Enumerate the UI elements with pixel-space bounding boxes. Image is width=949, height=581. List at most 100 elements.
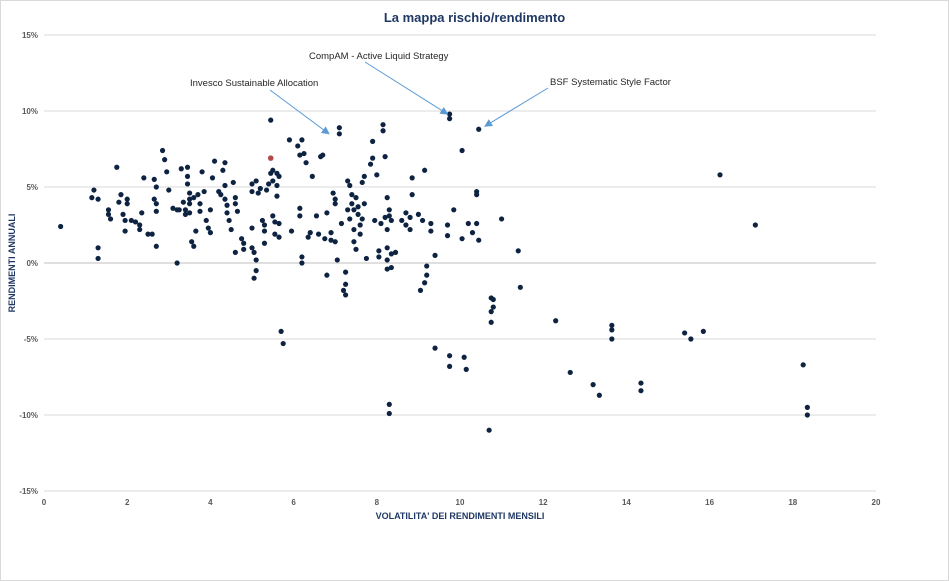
data-point	[187, 201, 193, 207]
data-point	[465, 220, 471, 227]
x-tick-label: 20	[872, 498, 881, 507]
data-point	[351, 207, 357, 213]
data-point	[638, 380, 644, 386]
data-point	[361, 173, 367, 179]
data-point	[297, 152, 303, 158]
data-point	[407, 226, 413, 233]
data-point	[361, 201, 367, 207]
data-point	[382, 214, 388, 220]
data-point	[187, 210, 193, 216]
y-tick-label: 10%	[22, 107, 38, 116]
data-point	[517, 284, 523, 290]
data-point	[189, 239, 195, 245]
data-point	[232, 195, 238, 201]
data-point	[432, 345, 438, 351]
data-point	[193, 228, 199, 234]
x-tick-labels: 0 2 4 6 8 10 12 14 16 18 20	[42, 498, 881, 507]
data-point	[384, 266, 390, 272]
data-point	[386, 207, 392, 213]
data-point	[261, 228, 268, 234]
data-point	[184, 181, 191, 187]
data-point	[176, 207, 182, 213]
data-point	[159, 147, 166, 154]
data-point	[351, 239, 357, 245]
data-point	[609, 322, 615, 328]
y-axis-label: RENDIMENTI ANNUALI	[7, 214, 17, 313]
data-point	[409, 192, 415, 198]
data-point	[272, 219, 278, 225]
data-point	[89, 195, 95, 201]
data-point	[301, 150, 307, 157]
data-point	[141, 175, 147, 181]
data-point	[415, 211, 421, 217]
data-point	[451, 207, 457, 213]
data-point	[386, 213, 392, 219]
data-point	[276, 173, 282, 179]
data-point	[272, 231, 278, 237]
x-tick-label: 0	[42, 498, 47, 507]
data-point	[218, 192, 224, 198]
data-point	[105, 207, 112, 213]
data-point	[567, 369, 573, 376]
y-tick-label: 5%	[26, 183, 38, 192]
data-point	[249, 245, 255, 251]
data-point	[224, 210, 230, 216]
data-point	[343, 292, 349, 298]
data-point	[353, 246, 359, 252]
data-point	[153, 201, 159, 207]
data-point	[474, 220, 480, 227]
data-point	[132, 219, 139, 225]
data-point	[428, 228, 434, 234]
data-point	[162, 157, 168, 163]
data-point	[124, 201, 130, 207]
data-point	[332, 201, 338, 207]
data-point	[280, 340, 286, 347]
data-point	[118, 192, 124, 198]
data-point	[322, 236, 328, 242]
data-point	[251, 249, 257, 255]
y-tick-label: 0%	[26, 259, 38, 268]
data-point	[207, 230, 213, 236]
data-point	[145, 231, 151, 237]
data-point	[259, 217, 265, 224]
data-point	[388, 264, 394, 271]
data-point	[609, 336, 615, 342]
x-tick-label: 2	[125, 498, 130, 507]
data-point	[363, 255, 369, 262]
data-point	[184, 173, 191, 179]
data-point	[207, 207, 213, 213]
data-point	[338, 220, 345, 227]
data-point	[122, 217, 128, 224]
data-point	[488, 319, 494, 325]
data-point	[463, 366, 469, 372]
data-point	[164, 169, 170, 175]
annotations: Invesco Sustainable Allocation CompAM - A…	[190, 51, 671, 135]
x-tick-label: 18	[788, 498, 797, 507]
data-point	[107, 216, 114, 222]
data-point	[343, 281, 349, 287]
data-point	[232, 201, 238, 207]
data-point	[270, 167, 276, 173]
data-point	[486, 427, 492, 433]
data-point	[800, 362, 806, 368]
data-point	[609, 327, 615, 333]
data-point	[261, 240, 268, 246]
x-tick-label: 6	[291, 498, 296, 507]
x-tick-label: 8	[375, 498, 380, 507]
data-point	[224, 202, 230, 208]
data-point	[384, 195, 390, 201]
data-point	[197, 201, 203, 207]
data-point	[151, 196, 157, 202]
data-point	[380, 128, 386, 134]
data-point	[417, 287, 424, 293]
data-point	[309, 173, 315, 179]
data-point	[58, 223, 64, 230]
data-point	[197, 208, 203, 214]
data-point	[459, 147, 465, 154]
data-point	[253, 178, 259, 184]
y-tick-label: -15%	[19, 487, 38, 496]
data-point	[199, 169, 205, 175]
data-point	[222, 160, 228, 166]
data-point	[343, 269, 349, 275]
